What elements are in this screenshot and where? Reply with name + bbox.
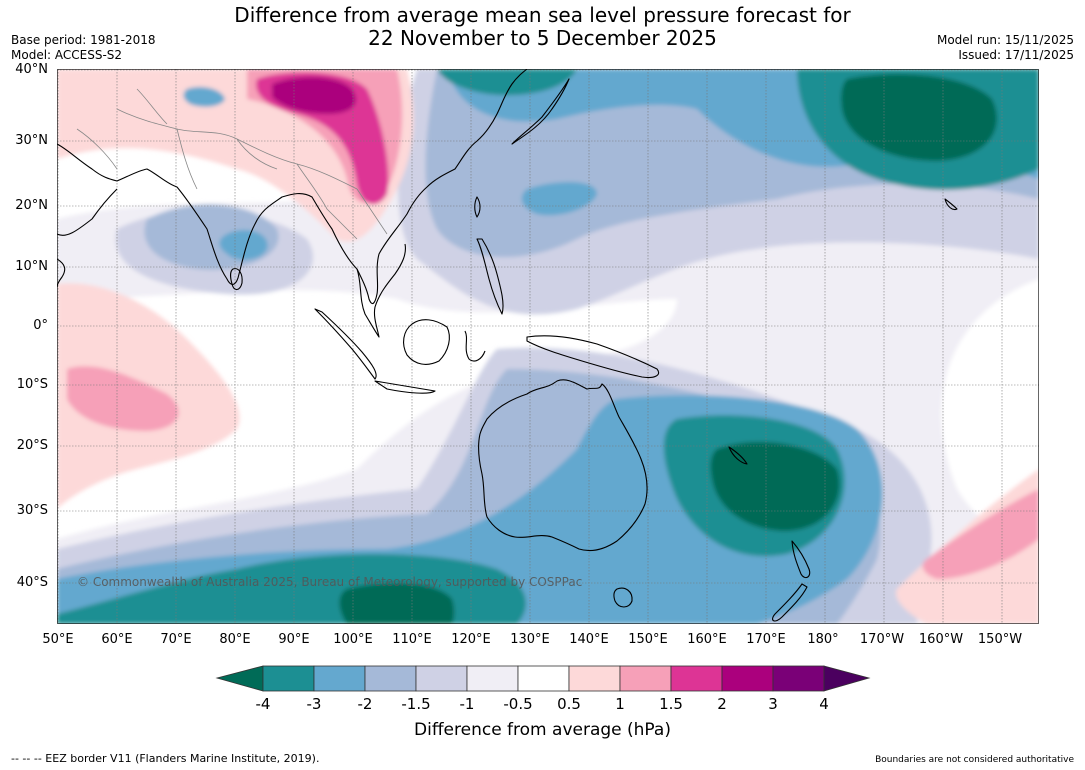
model-run-text: Model run: 15/11/2025	[936, 33, 1074, 47]
boundaries-disclaimer: Boundaries are not considered authoritat…	[875, 755, 1074, 765]
lat-label-30s: 30°S	[16, 503, 48, 518]
colorbar-segment-1	[262, 665, 315, 692]
coast-arabia	[57, 188, 118, 236]
coast-borneo	[403, 319, 450, 365]
colorbar-max-arrow	[823, 665, 871, 692]
title-line-2: 22 November to 5 December 2025	[368, 26, 717, 50]
meta-right: Model run: 15/11/2025 Issued: 17/11/2025	[937, 33, 1074, 63]
lon-label-120e: 120°E	[451, 632, 491, 647]
colorbar-segment-11	[772, 665, 825, 692]
lon-label-160e: 160°E	[687, 632, 727, 647]
lat-label-20n: 20°N	[15, 198, 48, 213]
colorbar-segment-6	[517, 665, 570, 692]
coast-japan	[511, 78, 570, 145]
issued-text: Issued: 17/11/2025	[958, 48, 1074, 62]
lon-label-180: 180°	[807, 632, 839, 647]
coast-sulawesi	[464, 330, 486, 362]
colorbar-tick-4: -1.5	[401, 695, 431, 713]
lon-label-160w: 160°W	[918, 632, 964, 647]
graticule	[57, 69, 1039, 624]
colorbar-tick-12: 4	[819, 695, 829, 713]
meta-left: Base period: 1981-2018 Model: ACCESS-S2	[11, 33, 156, 63]
lon-label-90e: 90°E	[278, 632, 310, 647]
colorbar-segment-10	[721, 665, 774, 692]
colorbar-tick-11: 3	[768, 695, 778, 713]
coast-new-zealand-south	[772, 583, 808, 622]
field-blue-2	[219, 229, 268, 261]
coast-java	[374, 380, 436, 394]
colorbar-tick-8: 1	[615, 695, 625, 713]
coast-sumatra	[314, 308, 377, 380]
field-darkteal-2	[710, 441, 840, 531]
field-deep-magenta	[272, 77, 356, 114]
coast-taiwan	[474, 196, 481, 218]
colorbar-title: Difference from average (hPa)	[414, 720, 671, 740]
colorbar-segment-5	[466, 665, 519, 692]
pressure-anomaly-map	[57, 69, 1039, 624]
title-line-1: Difference from average mean sea level p…	[234, 3, 851, 27]
colorbar-tick-6: -0.5	[503, 695, 533, 713]
model-text: Model: ACCESS-S2	[11, 48, 123, 62]
colorbar-segment-3	[364, 665, 417, 692]
lon-label-100e: 100°E	[333, 632, 373, 647]
field-darkteal	[841, 74, 997, 161]
lon-label-110e: 110°E	[392, 632, 432, 647]
coastlines	[57, 69, 958, 622]
lon-label-70e: 70°E	[160, 632, 192, 647]
colorbar-segment-2	[313, 665, 366, 692]
country-borders	[76, 88, 388, 240]
map-frame	[57, 69, 1039, 624]
coast-new-guinea	[526, 335, 660, 379]
lon-label-130e: 130°E	[510, 632, 550, 647]
lon-label-150e: 150°E	[628, 632, 668, 647]
colorbar-segment-9	[670, 665, 723, 692]
lon-label-80e: 80°E	[219, 632, 251, 647]
colorbar-tick-9: 1.5	[659, 695, 683, 713]
coast-new-caledonia	[728, 446, 748, 465]
lat-label-0: 0°	[33, 318, 48, 333]
lon-label-50e: 50°E	[42, 632, 74, 647]
field-pink-3	[922, 489, 1039, 579]
coast-tasmania	[613, 587, 633, 608]
colorbar-tick-7: 0.5	[557, 695, 581, 713]
colorbar-tick-5: -1	[459, 695, 475, 713]
lon-label-150w: 150°W	[977, 632, 1023, 647]
lon-label-60e: 60°E	[101, 632, 133, 647]
lat-label-40n: 40°N	[15, 62, 48, 77]
colorbar	[215, 665, 871, 692]
field-teal-2	[437, 69, 577, 96]
coast-philippines	[476, 238, 504, 315]
coast-sri-lanka	[230, 268, 243, 291]
lat-label-30n: 30°N	[15, 133, 48, 148]
colorbar-tick-1: -4	[255, 695, 271, 713]
coast-hawaii	[944, 198, 958, 211]
colorbar-tick-2: -3	[306, 695, 322, 713]
colorbar-segment-7	[568, 665, 621, 692]
colorbar-segment-4	[415, 665, 468, 692]
colorbar-min-arrow	[215, 665, 264, 692]
lat-label-10n: 10°N	[15, 259, 48, 274]
lon-label-170e: 170°E	[746, 632, 786, 647]
coast-asia-mainland	[57, 69, 528, 305]
eez-border-note: -- -- -- EEZ border V11 (Flanders Marine…	[11, 752, 320, 765]
base-period-text: Base period: 1981-2018	[11, 33, 156, 47]
field-pink	[67, 366, 179, 431]
field-darkteal-3	[339, 583, 455, 624]
colorbar-tick-3: -2	[357, 695, 373, 713]
copyright-notice: © Commonwealth of Australia 2025, Bureau…	[77, 575, 583, 589]
lat-label-40s: 40°S	[16, 575, 48, 590]
lat-label-10s: 10°S	[16, 377, 48, 392]
anomaly-fields	[57, 69, 1039, 624]
coast-new-zealand-north	[791, 540, 811, 579]
field-blue-3	[521, 182, 597, 216]
coast-australia	[477, 379, 648, 552]
lon-label-140e: 140°E	[569, 632, 609, 647]
map-title: Difference from average mean sea level p…	[0, 4, 1085, 50]
colorbar-tick-10: 2	[717, 695, 727, 713]
field-tibet-blue	[183, 87, 225, 107]
lat-label-20s: 20°S	[16, 438, 48, 453]
coast-indochina	[356, 243, 406, 338]
colorbar-segment-8	[619, 665, 672, 692]
lon-label-170w: 170°W	[859, 632, 905, 647]
